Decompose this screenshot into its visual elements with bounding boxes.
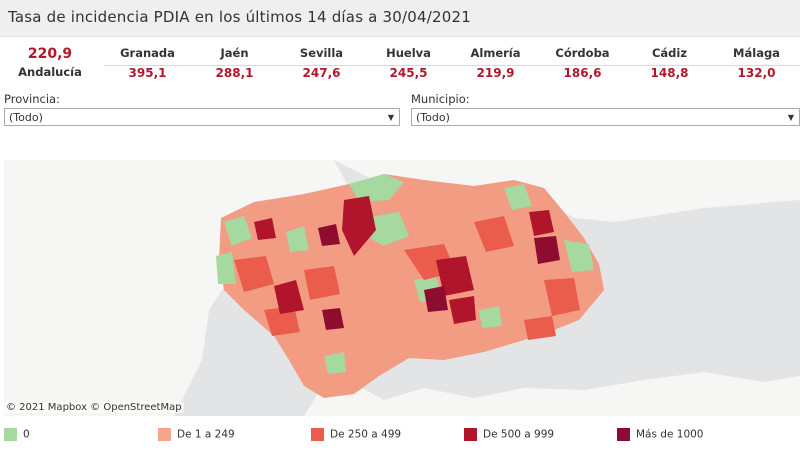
province-cordoba[interactable]: Córdoba 186,6 — [539, 46, 626, 80]
province-rate: 395,1 — [128, 66, 167, 80]
legend-swatch — [4, 428, 17, 441]
legend-label: 0 — [23, 428, 30, 441]
province-name: Huelva — [386, 46, 431, 60]
area-green — [216, 252, 236, 284]
province-almeria[interactable]: Almería 219,9 — [452, 46, 539, 80]
legend-item[interactable]: 0 — [4, 428, 30, 442]
provincia-select[interactable]: (Todo) ▼ — [4, 108, 400, 126]
land-north-africa — [304, 372, 800, 416]
province-name: Córdoba — [555, 46, 610, 60]
province-rate: 219,9 — [476, 66, 515, 80]
andalucia-summary: 220,9 Andalucía — [4, 46, 96, 79]
area-green — [224, 216, 252, 246]
legend-swatch — [158, 428, 171, 441]
area-red — [234, 256, 274, 292]
area-green — [324, 352, 346, 374]
dropdown-arrow-icon[interactable]: ▼ — [387, 113, 394, 122]
province-name: Cádiz — [651, 46, 688, 60]
area-green — [286, 226, 309, 252]
area-red — [474, 216, 514, 252]
area-dark-red — [436, 256, 474, 296]
dropdown-arrow-icon[interactable]: ▼ — [787, 113, 794, 122]
area-darkest — [534, 236, 560, 264]
municipio-filter: Municipio: (Todo) ▼ — [411, 92, 800, 126]
legend-label: Más de 1000 — [636, 428, 704, 441]
area-darkest — [318, 224, 340, 246]
area-red — [264, 306, 300, 336]
province-rate: 288,1 — [215, 66, 254, 80]
provincia-filter: Provincia: (Todo) ▼ — [4, 92, 400, 126]
legend-item[interactable]: Más de 1000 — [617, 428, 704, 442]
province-sevilla[interactable]: Sevilla 247,6 — [278, 46, 365, 80]
title-bar: Tasa de incidencia PDIA en los últimos 1… — [0, 0, 800, 37]
andalucia-rate: 220,9 — [27, 46, 73, 62]
legend-label: De 500 a 999 — [483, 428, 555, 441]
province-malaga[interactable]: Málaga 132,0 — [713, 46, 800, 80]
legend-item[interactable]: De 250 a 499 — [311, 428, 401, 442]
legend-item[interactable]: De 1 a 249 — [158, 428, 235, 442]
province-rate: 247,6 — [302, 66, 341, 80]
province-rate: 148,8 — [650, 66, 689, 80]
province-name: Málaga — [733, 46, 780, 60]
area-green — [364, 212, 409, 246]
map-legend: 0 De 1 a 249 De 250 a 499 De 500 a 999 M… — [0, 428, 800, 444]
province-jaen[interactable]: Jaén 288,1 — [191, 46, 278, 80]
area-red — [524, 316, 556, 340]
province-huelva[interactable]: Huelva 245,5 — [365, 46, 452, 80]
province-name: Almería — [470, 46, 521, 60]
area-darkest — [424, 286, 448, 312]
province-granada[interactable]: Granada 395,1 — [104, 46, 191, 80]
area-red — [304, 266, 340, 300]
legend-swatch — [464, 428, 477, 441]
dashboard-title: Tasa de incidencia PDIA en los últimos 1… — [8, 8, 471, 26]
municipio-select-value: (Todo) — [416, 111, 450, 124]
legend-item[interactable]: De 500 a 999 — [464, 428, 554, 442]
area-dark-red — [529, 210, 554, 236]
province-divider — [104, 65, 800, 66]
area-dark-red — [342, 196, 376, 256]
provincia-select-value: (Todo) — [9, 111, 43, 124]
legend-label: De 250 a 499 — [330, 428, 402, 441]
provincia-filter-label: Provincia: — [4, 92, 60, 106]
area-green — [564, 240, 594, 272]
map-canvas[interactable] — [4, 160, 800, 416]
province-name: Sevilla — [299, 46, 344, 60]
land-spain-north — [334, 160, 800, 222]
province-name: Jaén — [220, 46, 249, 60]
map-attribution: © 2021 Mapbox © OpenStreetMap — [4, 402, 184, 413]
area-green — [349, 174, 404, 202]
legend-swatch — [617, 428, 630, 441]
municipio-select[interactable]: (Todo) ▼ — [411, 108, 800, 126]
province-name: Granada — [120, 46, 175, 60]
legend-label: De 1 a 249 — [177, 428, 235, 441]
area-green — [504, 184, 532, 210]
andalucia-label: Andalucía — [18, 65, 82, 79]
province-rate: 186,6 — [563, 66, 602, 80]
legend-swatch — [311, 428, 324, 441]
area-darkest — [322, 308, 344, 330]
area-dark-red — [254, 218, 276, 240]
municipio-filter-label: Municipio: — [411, 92, 470, 106]
area-dark-red — [274, 280, 304, 314]
area-dark-red — [449, 296, 476, 324]
province-rate: 245,5 — [389, 66, 428, 80]
area-red — [544, 278, 580, 316]
area-green — [479, 306, 502, 328]
incidence-map[interactable] — [4, 160, 800, 416]
province-rate: 132,0 — [737, 66, 776, 80]
province-cadiz[interactable]: Cádiz 148,8 — [626, 46, 713, 80]
